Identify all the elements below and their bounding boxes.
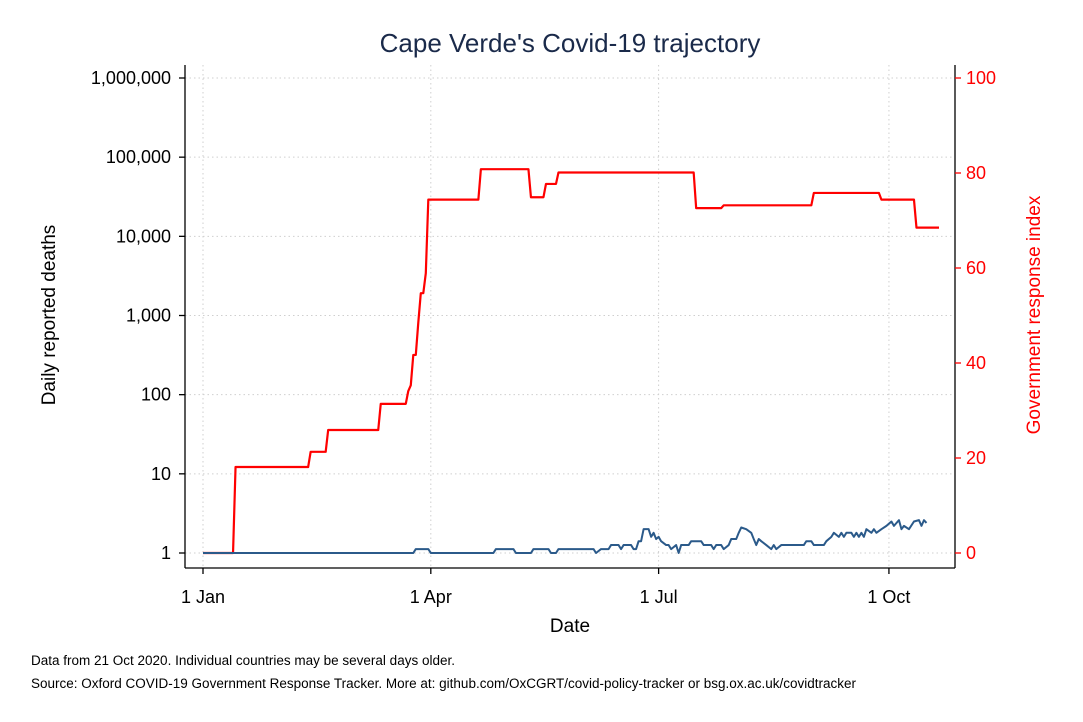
axes: 1 10 100 1,000 10,000 100,000 1,000,000 0 20 40 60… [91, 65, 996, 607]
y-right-tick-label: 0 [966, 543, 976, 563]
x-tick-label: 1 Jan [181, 587, 225, 607]
y-right-tick-label: 80 [966, 163, 986, 183]
y-right-tick-label: 60 [966, 258, 986, 278]
x-tick-label: 1 Jul [640, 587, 678, 607]
y-left-tick-label: 1,000,000 [91, 68, 171, 88]
chart-title: Cape Verde's Covid-19 trajectory [380, 28, 761, 58]
y-left-tick-label: 10 [151, 464, 171, 484]
y-left-tick-label: 100,000 [106, 147, 171, 167]
source-note: Source: Oxford COVID-19 Government Respo… [31, 676, 857, 691]
daily-deaths-line [203, 519, 928, 554]
y-axis-right-label: Government response index [1024, 195, 1045, 434]
y-right-tick-label: 40 [966, 353, 986, 373]
x-axis-label: Date [550, 616, 590, 637]
x-tick-label: 1 Oct [867, 587, 910, 607]
y-left-tick-label: 1,000 [126, 306, 171, 326]
series-lines [203, 168, 939, 555]
y-axis-left-label: Daily reported deaths [39, 225, 60, 406]
y-right-tick-label: 20 [966, 448, 986, 468]
y-left-tick-label: 100 [141, 385, 171, 405]
y-left-tick-label: 10,000 [116, 226, 171, 246]
data-date-note: Data from 21 Oct 2020. Individual countr… [31, 653, 455, 668]
x-tick-label: 1 Apr [410, 587, 452, 607]
y-right-tick-label: 100 [966, 68, 996, 88]
government-response-index-line [203, 168, 939, 555]
y-left-tick-label: 1 [161, 543, 171, 563]
grid-lines [185, 65, 955, 568]
